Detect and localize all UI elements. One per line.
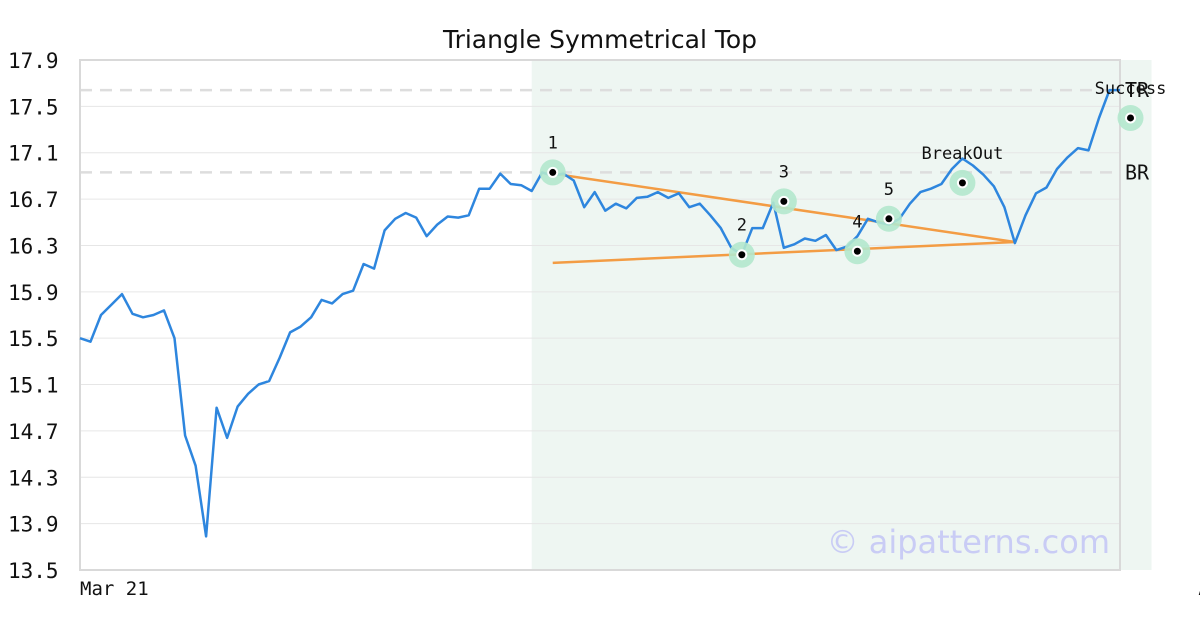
point-dot bbox=[885, 215, 893, 223]
y-tick-label: 17.5 bbox=[8, 95, 59, 119]
pattern-highlight-region bbox=[531, 60, 1152, 570]
y-tick-label: 16.7 bbox=[8, 188, 59, 212]
watermark: © aipatterns.com bbox=[827, 523, 1110, 561]
point-label: Success bbox=[1095, 79, 1167, 99]
point-dot bbox=[780, 197, 788, 205]
point-label: 5 bbox=[884, 180, 894, 200]
x-tick-label: Mar 21 bbox=[80, 578, 149, 600]
y-tick-label: 13.5 bbox=[8, 559, 59, 583]
trend-line bbox=[552, 240, 1016, 265]
reference-line-label: TR bbox=[1125, 78, 1150, 102]
point-label: 3 bbox=[779, 162, 789, 182]
y-tick-label: 15.5 bbox=[8, 327, 59, 351]
point-label: 2 bbox=[737, 216, 747, 236]
point-dot bbox=[549, 168, 557, 176]
reference-lines: TR BR bbox=[80, 78, 1150, 184]
y-tick-label: 14.7 bbox=[8, 420, 59, 444]
y-tick-label: 13.9 bbox=[8, 513, 59, 537]
price-series-line bbox=[79, 88, 1120, 538]
y-tick-label: 15.9 bbox=[8, 281, 59, 305]
y-tick-label: 16.3 bbox=[8, 234, 59, 258]
y-tick-label: 17.1 bbox=[8, 142, 59, 166]
point-dot bbox=[1127, 114, 1135, 122]
point-label: BreakOut bbox=[921, 144, 1003, 164]
x-axis-ticks: Mar 21 Aug 28 bbox=[80, 578, 1200, 600]
point-dot bbox=[958, 179, 966, 187]
point-dot bbox=[853, 247, 861, 255]
point-label: 1 bbox=[548, 133, 558, 153]
chart-title: Triangle Symmetrical Top bbox=[442, 25, 757, 54]
y-axis-ticks: 13.5 13.9 14.3 14.7 15.1 15.5 15.9 16.3 16.7 17.1… bbox=[8, 49, 59, 583]
pattern-points: 1 2 3 4 5 BreakOut Success bbox=[539, 79, 1167, 268]
point-label: 4 bbox=[852, 212, 862, 232]
plot-frame bbox=[79, 59, 1121, 571]
point-dot bbox=[738, 251, 746, 259]
reference-line-label: BR bbox=[1125, 160, 1150, 184]
y-tick-label: 15.1 bbox=[8, 374, 59, 398]
x-tick-label: Aug 28 bbox=[1198, 578, 1200, 600]
y-tick-label: 14.3 bbox=[8, 466, 59, 490]
y-tick-label: 17.9 bbox=[8, 49, 59, 73]
